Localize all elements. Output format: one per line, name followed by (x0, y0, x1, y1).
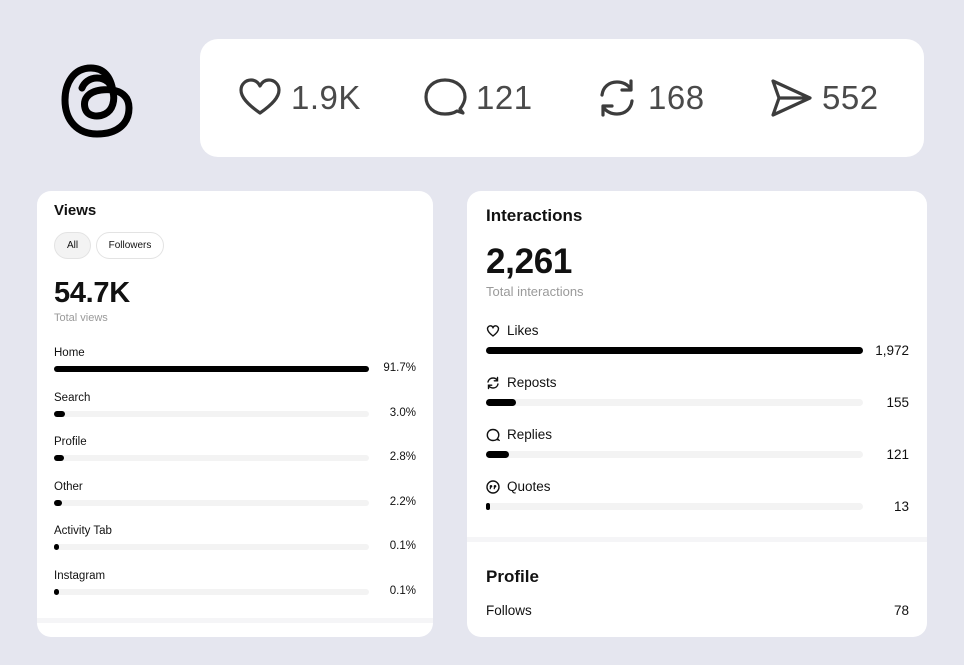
reposts-stat[interactable]: 168 (594, 39, 705, 157)
shares-stat[interactable]: 552 (768, 39, 879, 157)
views-row-track (54, 589, 369, 595)
interactions-row-label: Likes (507, 323, 539, 338)
repost-icon (600, 79, 634, 117)
views-row-bar (54, 544, 59, 551)
views-bottom-divider (37, 618, 433, 623)
interactions-row-track (486, 399, 863, 406)
total-interactions-label: Total interactions (486, 284, 584, 299)
views-row-bar (54, 499, 62, 506)
interactions-row-bar (486, 347, 863, 354)
total-views-value: 54.7K (54, 277, 130, 309)
interactions-row-quotes: Quotes (486, 479, 551, 494)
views-row-bar (54, 455, 65, 462)
interactions-row-value: 155 (886, 395, 909, 410)
views-row-percent: 2.2% (389, 495, 416, 508)
views-row-percent: 0.1% (389, 540, 416, 553)
filter-followers-button[interactable]: Followers (96, 232, 164, 259)
profile-title: Profile (486, 567, 539, 586)
interactions-card (467, 191, 927, 637)
heart-icon (486, 324, 500, 337)
views-row-track (54, 455, 369, 462)
post-stats-card: 1.9K 121 168 552 (200, 39, 924, 157)
views-row-percent: 0.1% (389, 585, 416, 597)
section-divider (467, 537, 927, 542)
views-row-track (54, 366, 369, 372)
interactions-row-label: Replies (507, 427, 553, 442)
repost-icon (487, 376, 499, 389)
interactions-row-label: Reposts (507, 375, 557, 390)
views-row-track (54, 410, 369, 417)
views-row-label: Other (54, 480, 83, 493)
views-row-track (54, 499, 369, 506)
follows-label: Follows (486, 603, 532, 618)
interactions-row-likes: Likes (486, 323, 539, 338)
views-title: Views (54, 202, 97, 219)
views-row-label: Activity Tab (54, 525, 112, 538)
interactions-row-value: 13 (893, 499, 909, 514)
views-row-label: Home (54, 347, 85, 359)
interactions-title: Interactions (486, 206, 583, 225)
interactions-row-track (486, 503, 863, 510)
total-interactions-value: 2,261 (486, 242, 573, 281)
views-row-bar (54, 410, 65, 417)
views-row-percent: 91.7% (383, 362, 416, 374)
interactions-row-bar (486, 503, 490, 510)
views-row-bar (54, 589, 59, 595)
views-row-label: Profile (54, 436, 87, 449)
quote-icon (486, 479, 500, 494)
likes-count: 1.9K (291, 79, 361, 116)
interactions-row-bar (486, 399, 516, 406)
filter-all-button[interactable]: All (54, 232, 91, 259)
total-views-label: Total views (54, 312, 108, 324)
reposts-count: 168 (648, 79, 705, 116)
views-row-percent: 3.0% (389, 406, 416, 419)
shares-count: 552 (822, 79, 879, 116)
views-row-percent: 2.8% (389, 451, 416, 464)
likes-stat[interactable]: 1.9K (237, 39, 361, 157)
interactions-row-value: 1,972 (875, 343, 909, 358)
views-row-track (54, 544, 369, 551)
interactions-row-value: 121 (886, 447, 909, 462)
interactions-row-reposts: Reposts (486, 375, 557, 390)
send-icon (771, 79, 812, 117)
interactions-row-label: Quotes (507, 479, 551, 494)
interactions-row-replies: Replies (486, 427, 552, 442)
views-row-bar (54, 366, 369, 372)
interactions-row-bar (486, 451, 510, 458)
replies-stat[interactable]: 121 (422, 39, 533, 157)
interactions-row-track (486, 451, 863, 458)
reply-icon (424, 78, 467, 116)
interactions-row-track (486, 347, 863, 354)
views-row-label: Instagram (54, 570, 106, 582)
replies-count: 121 (476, 79, 533, 116)
reply-icon (486, 428, 500, 441)
views-row-label: Search (54, 391, 91, 404)
follows-value: 78 (893, 603, 909, 618)
heart-icon (239, 78, 281, 115)
threads-logo (61, 64, 133, 138)
